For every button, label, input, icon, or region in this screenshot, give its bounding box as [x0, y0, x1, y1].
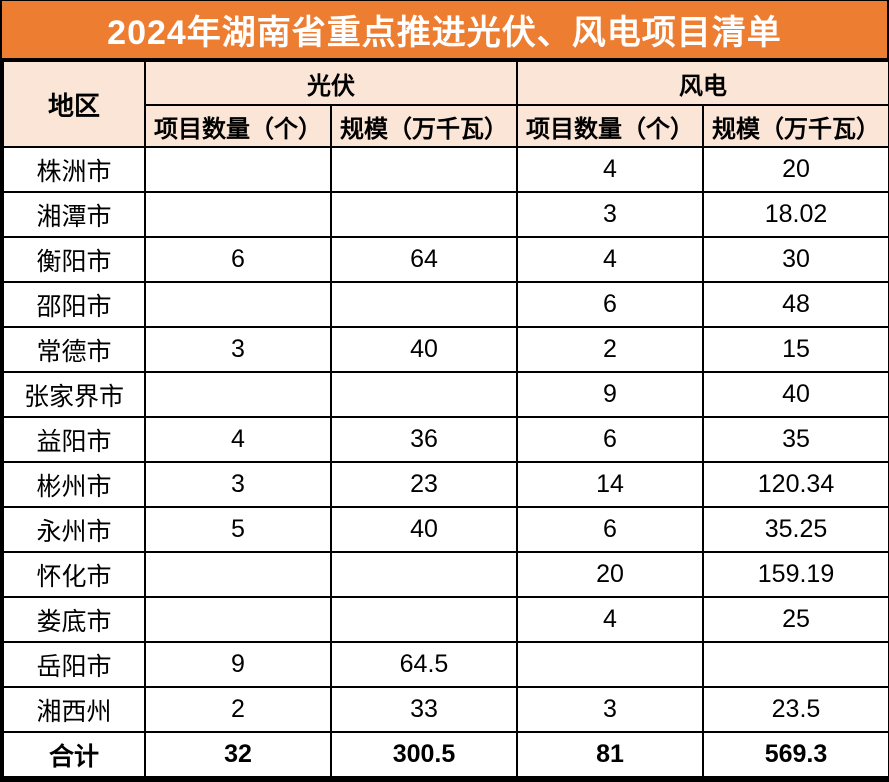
- region-cell: 常德市: [2, 326, 146, 373]
- region-cell: 张家界市: [2, 371, 146, 418]
- value-cell: 48: [702, 281, 889, 328]
- table-row: 永州市 5 40 6 35.25: [2, 506, 889, 553]
- table-row: 益阳市 4 36 6 35: [2, 416, 889, 463]
- header-region: 地区: [2, 60, 146, 148]
- table-row: 株洲市 4 20: [2, 146, 889, 193]
- data-table: 地区 光伏 风电 项目数量（个） 规模（万千瓦） 项目数量（个） 规模（万千瓦）…: [2, 60, 889, 778]
- value-cell: [330, 371, 518, 418]
- value-cell: [144, 146, 332, 193]
- value-cell: 4: [516, 596, 704, 643]
- value-cell: 569.3: [702, 731, 889, 778]
- header-wind-group: 风电: [516, 60, 889, 106]
- region-cell: 怀化市: [2, 551, 146, 598]
- header-wind-scale: 规模（万千瓦）: [702, 104, 889, 148]
- header-pv-count: 项目数量（个）: [144, 104, 332, 148]
- value-cell: 3: [516, 686, 704, 733]
- value-cell: 35.25: [702, 506, 889, 553]
- header-pv-group: 光伏: [144, 60, 518, 106]
- value-cell: 32: [144, 731, 332, 778]
- value-cell: [144, 281, 332, 328]
- value-cell: 64.5: [330, 641, 518, 688]
- table-row: 邵阳市 6 48: [2, 281, 889, 328]
- value-cell: 120.34: [702, 461, 889, 508]
- table-row: 张家界市 9 40: [2, 371, 889, 418]
- value-cell: 35: [702, 416, 889, 463]
- table-row: 湘潭市 3 18.02: [2, 191, 889, 238]
- value-cell: 4: [144, 416, 332, 463]
- value-cell: 25: [702, 596, 889, 643]
- value-cell: 9: [516, 371, 704, 418]
- value-cell: [330, 596, 518, 643]
- table-row: 彬州市 3 23 14 120.34: [2, 461, 889, 508]
- table-row: 娄底市 4 25: [2, 596, 889, 643]
- table-header: 地区 光伏 风电 项目数量（个） 规模（万千瓦） 项目数量（个） 规模（万千瓦）: [2, 60, 889, 148]
- value-cell: 33: [330, 686, 518, 733]
- region-cell: 岳阳市: [2, 641, 146, 688]
- total-row: 合计 32 300.5 81 569.3: [2, 731, 889, 778]
- value-cell: 40: [330, 506, 518, 553]
- value-cell: 3: [144, 461, 332, 508]
- value-cell: 4: [516, 236, 704, 283]
- value-cell: 2: [516, 326, 704, 373]
- region-cell: 湘潭市: [2, 191, 146, 238]
- region-cell: 衡阳市: [2, 236, 146, 283]
- value-cell: 81: [516, 731, 704, 778]
- value-cell: 18.02: [702, 191, 889, 238]
- region-cell: 益阳市: [2, 416, 146, 463]
- value-cell: [144, 551, 332, 598]
- value-cell: 40: [702, 371, 889, 418]
- value-cell: 3: [516, 191, 704, 238]
- value-cell: 36: [330, 416, 518, 463]
- table-row: 岳阳市 9 64.5: [2, 641, 889, 688]
- value-cell: 6: [144, 236, 332, 283]
- value-cell: 6: [516, 281, 704, 328]
- value-cell: [516, 641, 704, 688]
- region-cell: 彬州市: [2, 461, 146, 508]
- header-pv-scale: 规模（万千瓦）: [330, 104, 518, 148]
- value-cell: 64: [330, 236, 518, 283]
- value-cell: [702, 641, 889, 688]
- value-cell: 15: [702, 326, 889, 373]
- value-cell: [330, 281, 518, 328]
- value-cell: 23.5: [702, 686, 889, 733]
- value-cell: [330, 191, 518, 238]
- value-cell: 14: [516, 461, 704, 508]
- table-row: 怀化市 20 159.19: [2, 551, 889, 598]
- value-cell: [144, 191, 332, 238]
- region-cell: 合计: [2, 731, 146, 778]
- value-cell: [330, 551, 518, 598]
- value-cell: 30: [702, 236, 889, 283]
- value-cell: 2: [144, 686, 332, 733]
- value-cell: 4: [516, 146, 704, 193]
- region-cell: 永州市: [2, 506, 146, 553]
- value-cell: [330, 146, 518, 193]
- table-body: 株洲市 4 20 湘潭市 3 18.02 衡阳市 6 64 4 30 邵阳市 6 48 常德市 3 40 2 15 张…: [2, 146, 889, 778]
- value-cell: 20: [516, 551, 704, 598]
- region-cell: 娄底市: [2, 596, 146, 643]
- table-row: 常德市 3 40 2 15: [2, 326, 889, 373]
- value-cell: 23: [330, 461, 518, 508]
- value-cell: 40: [330, 326, 518, 373]
- value-cell: 20: [702, 146, 889, 193]
- region-cell: 株洲市: [2, 146, 146, 193]
- value-cell: 3: [144, 326, 332, 373]
- value-cell: [144, 371, 332, 418]
- value-cell: 300.5: [330, 731, 518, 778]
- value-cell: 6: [516, 506, 704, 553]
- header-wind-count: 项目数量（个）: [516, 104, 704, 148]
- region-cell: 湘西州: [2, 686, 146, 733]
- region-cell: 邵阳市: [2, 281, 146, 328]
- value-cell: 5: [144, 506, 332, 553]
- value-cell: 9: [144, 641, 332, 688]
- page-title: 2024年湖南省重点推进光伏、风电项目清单: [2, 1, 887, 60]
- table-row: 衡阳市 6 64 4 30: [2, 236, 889, 283]
- value-cell: [144, 596, 332, 643]
- table-row: 湘西州 2 33 3 23.5: [2, 686, 889, 733]
- value-cell: 6: [516, 416, 704, 463]
- value-cell: 159.19: [702, 551, 889, 598]
